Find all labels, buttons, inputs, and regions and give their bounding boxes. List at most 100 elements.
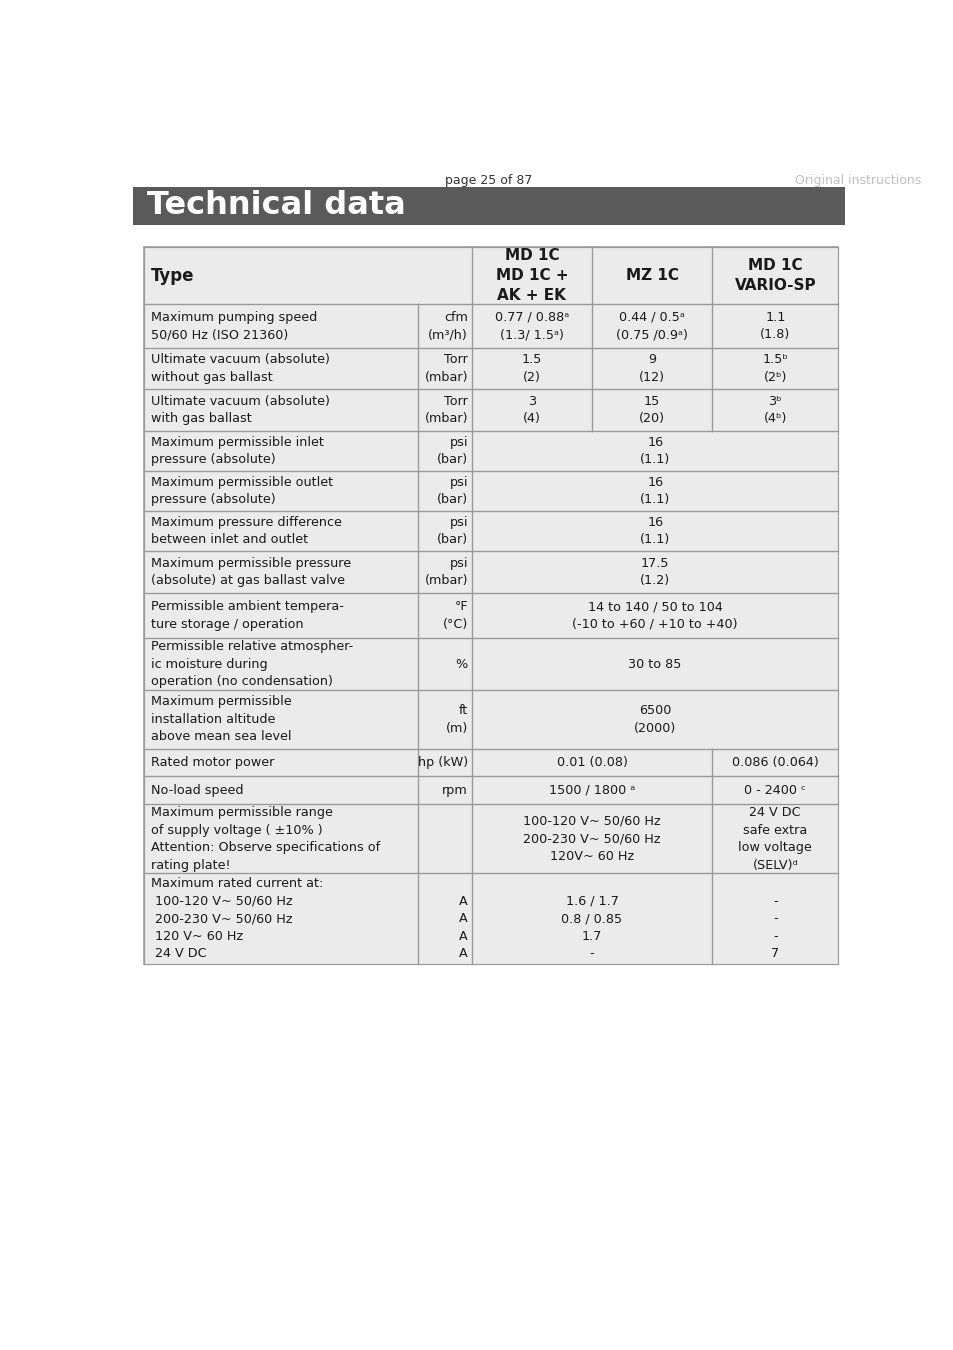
Bar xyxy=(417,637,472,690)
Bar xyxy=(144,389,417,431)
Bar xyxy=(144,873,417,964)
Bar xyxy=(144,305,417,347)
Bar xyxy=(144,347,417,389)
Bar xyxy=(472,389,592,431)
Text: 1.5
(2): 1.5 (2) xyxy=(521,354,541,383)
Text: psi
(mbar): psi (mbar) xyxy=(424,556,468,587)
Text: 1.5ᵇ
(2ᵇ): 1.5ᵇ (2ᵇ) xyxy=(761,354,787,383)
Text: 17.5
(1.2): 17.5 (1.2) xyxy=(639,556,670,587)
Bar xyxy=(711,776,838,805)
Bar xyxy=(417,749,472,776)
Bar xyxy=(417,776,472,805)
Text: Ultimate vacuum (absolute)
without gas ballast: Ultimate vacuum (absolute) without gas b… xyxy=(151,354,330,383)
Text: psi
(bar): psi (bar) xyxy=(436,436,468,466)
Bar xyxy=(144,690,417,749)
Bar xyxy=(417,873,472,964)
Text: Torr
(mbar): Torr (mbar) xyxy=(424,354,468,383)
Bar xyxy=(592,389,711,431)
Text: 16
(1.1): 16 (1.1) xyxy=(639,516,670,547)
Text: 9
(12): 9 (12) xyxy=(639,354,664,383)
Bar xyxy=(417,305,472,347)
Bar xyxy=(417,510,472,551)
Bar xyxy=(144,510,417,551)
Text: 0.086 (0.064): 0.086 (0.064) xyxy=(731,756,818,770)
Text: 0.44 / 0.5ᵃ
(0.75 /0.9ᵃ): 0.44 / 0.5ᵃ (0.75 /0.9ᵃ) xyxy=(616,310,687,342)
Bar xyxy=(144,551,417,593)
Text: 100-120 V~ 50/60 Hz
200-230 V~ 50/60 Hz
120V~ 60 Hz: 100-120 V~ 50/60 Hz 200-230 V~ 50/60 Hz … xyxy=(522,815,660,863)
Bar xyxy=(144,593,417,637)
Bar xyxy=(472,431,838,471)
Text: Maximum permissible range
of supply voltage ( ±10% )
Attention: Observe specific: Maximum permissible range of supply volt… xyxy=(151,806,379,872)
Text: %: % xyxy=(456,657,468,671)
Text: 1.1
(1.8): 1.1 (1.8) xyxy=(760,310,790,342)
Text: 1.6 / 1.7
0.8 / 0.85
1.7
-: 1.6 / 1.7 0.8 / 0.85 1.7 - xyxy=(561,878,622,960)
Bar xyxy=(711,389,838,431)
Bar xyxy=(472,305,592,347)
Text: Torr
(mbar): Torr (mbar) xyxy=(424,394,468,425)
Text: A
A
A
A: A A A A xyxy=(458,878,468,960)
Text: 0.77 / 0.88ᵃ
(1.3/ 1.5ᵃ): 0.77 / 0.88ᵃ (1.3/ 1.5ᵃ) xyxy=(495,310,569,342)
Text: 0.01 (0.08): 0.01 (0.08) xyxy=(556,756,627,770)
Bar xyxy=(711,347,838,389)
Bar xyxy=(472,749,711,776)
Bar xyxy=(417,347,472,389)
Bar xyxy=(472,637,838,690)
Text: Maximum permissible
installation altitude
above mean sea level: Maximum permissible installation altitud… xyxy=(151,695,292,744)
Text: 1500 / 1800 ᵃ: 1500 / 1800 ᵃ xyxy=(548,784,635,796)
Bar xyxy=(711,247,838,305)
Bar xyxy=(133,186,843,225)
Text: MD 1C
VARIO-SP: MD 1C VARIO-SP xyxy=(734,258,815,293)
Bar xyxy=(417,471,472,510)
Text: 14 to 140 / 50 to 104
(-10 to +60 / +10 to +40): 14 to 140 / 50 to 104 (-10 to +60 / +10 … xyxy=(572,601,737,630)
Text: Maximum rated current at:
 100-120 V~ 50/60 Hz
 200-230 V~ 50/60 Hz
 120 V~ 60 H: Maximum rated current at: 100-120 V~ 50/… xyxy=(151,878,323,960)
Bar xyxy=(417,690,472,749)
Bar xyxy=(144,247,472,305)
Text: Maximum permissible pressure
(absolute) at gas ballast valve: Maximum permissible pressure (absolute) … xyxy=(151,556,351,587)
Bar xyxy=(472,593,838,637)
Text: 6500
(2000): 6500 (2000) xyxy=(634,705,676,734)
Bar xyxy=(592,305,711,347)
Bar xyxy=(711,305,838,347)
Text: 24 V DC
safe extra
low voltage
(SELV)ᵈ: 24 V DC safe extra low voltage (SELV)ᵈ xyxy=(738,806,811,872)
Text: Technical data: Technical data xyxy=(147,190,405,221)
Bar xyxy=(472,805,711,873)
Bar xyxy=(472,471,838,510)
Text: Rated motor power: Rated motor power xyxy=(151,756,274,770)
Bar xyxy=(144,805,417,873)
Bar xyxy=(144,471,417,510)
Text: MD 1C
MD 1C +
AK + EK: MD 1C MD 1C + AK + EK xyxy=(496,247,568,304)
Text: No-load speed: No-load speed xyxy=(151,784,243,796)
Text: hp (kW): hp (kW) xyxy=(417,756,468,770)
Text: page 25 of 87: page 25 of 87 xyxy=(445,174,532,188)
Text: Ultimate vacuum (absolute)
with gas ballast: Ultimate vacuum (absolute) with gas ball… xyxy=(151,394,330,425)
Text: psi
(bar): psi (bar) xyxy=(436,516,468,547)
Text: Original instructions: Original instructions xyxy=(794,174,921,188)
Bar xyxy=(711,805,838,873)
Text: 0 - 2400 ᶜ: 0 - 2400 ᶜ xyxy=(743,784,805,796)
Bar xyxy=(144,431,417,471)
Text: psi
(bar): psi (bar) xyxy=(436,475,468,506)
Text: 16
(1.1): 16 (1.1) xyxy=(639,475,670,506)
Bar xyxy=(144,749,417,776)
Text: 16
(1.1): 16 (1.1) xyxy=(639,436,670,466)
Text: MZ 1C: MZ 1C xyxy=(625,269,678,284)
Text: cfm
(m³/h): cfm (m³/h) xyxy=(428,310,468,342)
Bar xyxy=(144,776,417,805)
Bar xyxy=(144,247,838,964)
Text: ft
(m): ft (m) xyxy=(445,705,468,734)
Bar xyxy=(472,510,838,551)
Text: Maximum permissible outlet
pressure (absolute): Maximum permissible outlet pressure (abs… xyxy=(151,475,333,506)
Text: 30 to 85: 30 to 85 xyxy=(628,657,681,671)
Bar xyxy=(711,749,838,776)
Bar xyxy=(417,551,472,593)
Bar xyxy=(144,637,417,690)
Text: °F
(°C): °F (°C) xyxy=(442,601,468,630)
Text: Maximum permissible inlet
pressure (absolute): Maximum permissible inlet pressure (abso… xyxy=(151,436,324,466)
Bar xyxy=(472,347,592,389)
Text: Permissible ambient tempera-
ture storage / operation: Permissible ambient tempera- ture storag… xyxy=(151,601,343,630)
Bar xyxy=(592,347,711,389)
Text: -
-
-
7: - - - 7 xyxy=(770,878,779,960)
Text: Maximum pumping speed
50/60 Hz (ISO 21360): Maximum pumping speed 50/60 Hz (ISO 2136… xyxy=(151,310,317,342)
Text: Type: Type xyxy=(151,266,194,285)
Bar xyxy=(472,776,711,805)
